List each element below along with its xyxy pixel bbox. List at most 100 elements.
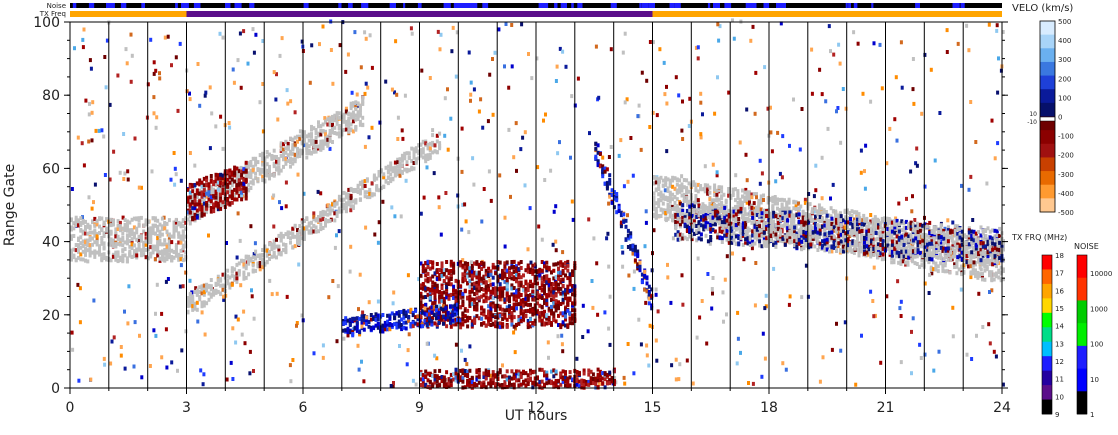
echo-cell (228, 283, 232, 288)
echo-cell (98, 217, 101, 222)
scatter-cell (312, 351, 316, 356)
echo-cell (389, 167, 393, 172)
echo-cell (431, 284, 435, 289)
echo-cell (736, 189, 740, 194)
scatter-cell (251, 27, 255, 32)
echo-cell (344, 209, 348, 214)
echo-cell (93, 249, 97, 254)
echo-cell (803, 216, 807, 221)
scatter-cell (829, 196, 832, 201)
scatter-cell (272, 70, 276, 75)
echo-cell (389, 161, 393, 166)
scatter-cell (329, 48, 333, 52)
echo-cell (934, 266, 938, 271)
echo-cell (522, 297, 525, 302)
scatter-cell (677, 377, 681, 382)
echo-cell (508, 309, 511, 314)
noise-segment (538, 3, 545, 8)
echo-cell (219, 204, 223, 208)
scatter-cell (613, 376, 617, 380)
echo-cell (356, 190, 360, 194)
scatter-cell (829, 49, 832, 54)
echo-cell (98, 231, 101, 235)
echo-cell (419, 150, 423, 155)
echo-cell (426, 265, 430, 269)
scatter-cell (841, 87, 845, 91)
echo-cell (296, 241, 299, 245)
scatter-cell (461, 202, 465, 207)
echo-cell (745, 197, 749, 202)
echo-cell (377, 188, 381, 193)
scatter-cell (570, 199, 574, 204)
echo-cell (247, 188, 251, 193)
scatter-cell (162, 215, 166, 220)
echo-cell (349, 106, 353, 111)
scatter-cell (698, 315, 702, 320)
echo-cell (461, 272, 465, 277)
echo-cell (111, 221, 115, 226)
echo-cell (503, 261, 507, 266)
scatter-cell (160, 355, 164, 360)
echo-cell (510, 316, 514, 321)
scatter-cell (92, 200, 95, 205)
echo-cell (694, 197, 698, 202)
scatter-cell (654, 287, 658, 292)
echo-cell (494, 292, 498, 297)
scatter-cell (910, 209, 914, 214)
echo-cell (393, 173, 397, 178)
echo-cell (219, 189, 223, 194)
echo-cell (282, 164, 285, 169)
echo-cell (142, 252, 146, 257)
echo-cell (344, 192, 348, 197)
echo-cell (426, 307, 430, 312)
scatter-cell (472, 182, 476, 187)
scatter-cell (665, 149, 669, 154)
echo-cell (160, 253, 164, 257)
echo-cell (766, 221, 770, 226)
noise-segment (403, 3, 406, 8)
echo-cell (487, 304, 491, 309)
echo-cell (337, 115, 341, 120)
echo-cell (310, 138, 313, 143)
echo-cell (312, 214, 316, 219)
echo-cell (524, 309, 528, 314)
scatter-cell (174, 172, 178, 177)
scatter-cell (821, 355, 825, 360)
echo-cell (990, 258, 994, 263)
echo-cell (347, 111, 351, 116)
echo-cell (358, 120, 362, 124)
echo-cell (403, 167, 407, 172)
scatter-cell (444, 191, 448, 195)
echo-cell (484, 281, 488, 286)
echo-cell (424, 261, 428, 265)
echo-cell (983, 258, 987, 263)
scatter-cell (90, 138, 94, 143)
echo-cell (116, 237, 120, 242)
echo-cell (666, 206, 670, 211)
echo-cell (433, 149, 437, 154)
echo-cell (449, 282, 453, 287)
echo-cell (254, 156, 258, 161)
echo-cell (291, 161, 295, 166)
scatter-cell (199, 368, 203, 373)
echo-cell (503, 271, 507, 276)
echo-cell (741, 202, 744, 207)
echo-cell (433, 286, 437, 291)
echo-cell (428, 288, 432, 293)
scatter-cell (992, 349, 996, 354)
scatter-cell (90, 206, 94, 211)
echo-cell (468, 316, 472, 320)
scatter-cell (844, 106, 848, 111)
echo-cell (512, 294, 516, 299)
echo-cell (116, 259, 120, 264)
echo-cell (815, 209, 819, 214)
echo-cell (682, 198, 686, 203)
echo-cell (496, 324, 500, 329)
scatter-cell (489, 198, 493, 203)
scatter-cell (286, 101, 290, 106)
echo-cell (165, 221, 169, 226)
echo-cell (978, 261, 982, 266)
echo-cell (421, 269, 425, 274)
echo-cell (249, 175, 253, 179)
scatter-cell (701, 112, 704, 117)
